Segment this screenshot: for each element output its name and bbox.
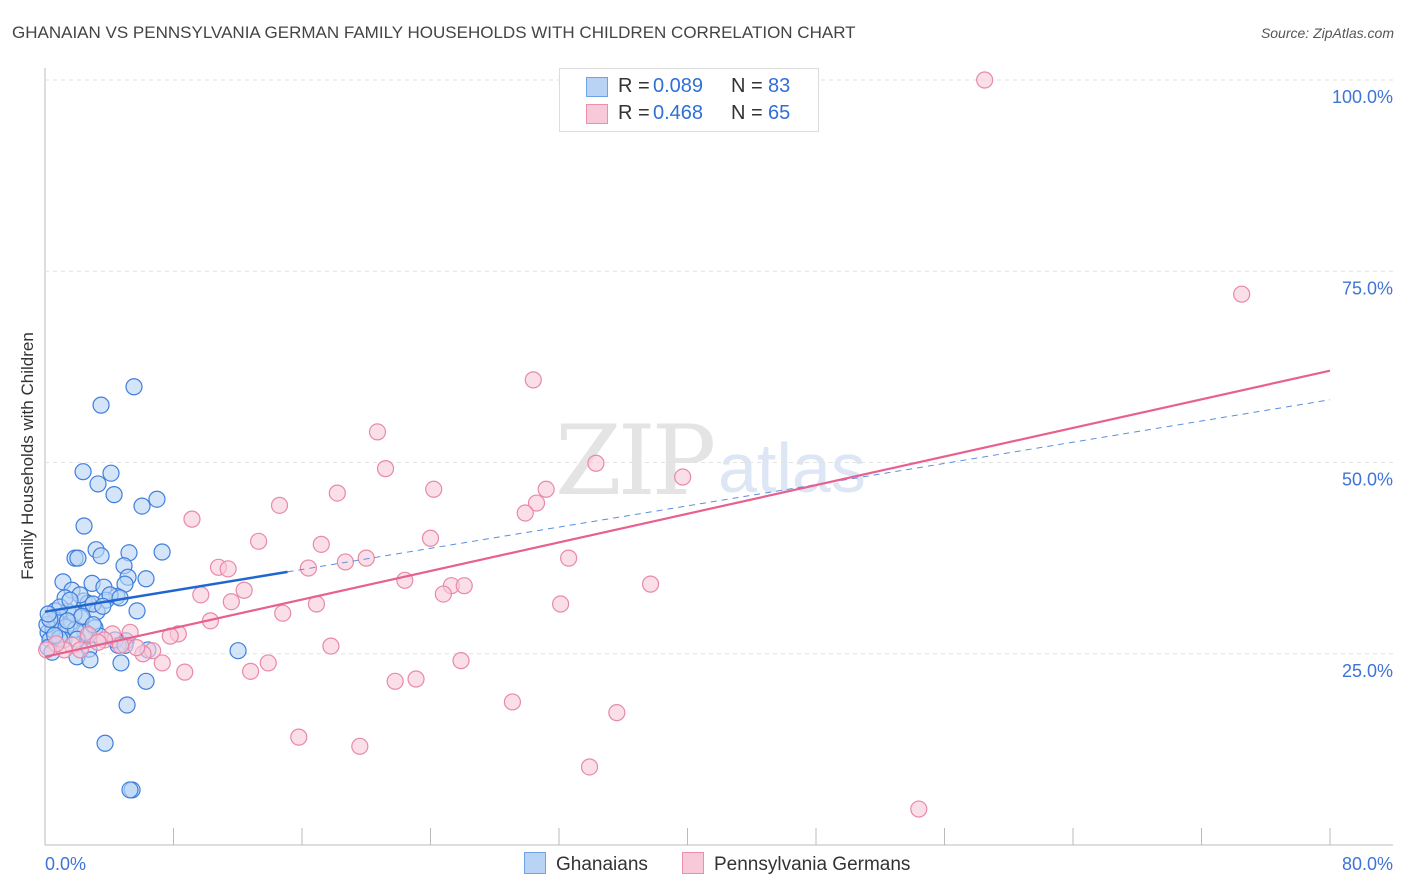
r-value: 0.468 — [653, 102, 704, 124]
x-tick-label: 80.0% — [1342, 854, 1393, 874]
pennsylvania-german-point — [516, 504, 534, 522]
pennsylvania-german-trendline — [44, 369, 1331, 658]
ghanaian-point — [112, 654, 130, 672]
pennsylvania-german-point — [452, 652, 470, 670]
pennsylvania-german-point — [322, 637, 340, 655]
ghanaian-point — [125, 378, 143, 396]
pennsylvania-german-point — [407, 670, 425, 688]
pennsylvania-german-point — [560, 549, 578, 567]
bottom-legend-ghanaians: Ghanaians — [524, 852, 648, 876]
pennsylvania-german-point — [587, 454, 605, 472]
y-tick-label: 100.0% — [1332, 87, 1393, 107]
y-tick-label: 50.0% — [1342, 470, 1393, 490]
pennsylvania-german-point — [242, 662, 260, 680]
y-tick-label: 25.0% — [1342, 661, 1393, 681]
pennsylvania-german-point — [183, 510, 201, 528]
pennsylvania-german-point — [38, 641, 56, 659]
pennsylvania-german-point — [274, 604, 292, 622]
chart-title: GHANAIAN VS PENNSYLVANIA GERMAN FAMILY H… — [12, 23, 856, 42]
ghanaian-point — [105, 486, 123, 504]
pennsylvania-german-point — [299, 559, 318, 577]
pennsylvania-german-point — [910, 800, 928, 818]
bottom-legend-pennsylvania-germans: Pennsylvania Germans — [682, 852, 910, 876]
pennsylvania-german-point — [290, 728, 308, 746]
pennsylvania-german-point — [222, 593, 240, 611]
r-value: 0.089 — [653, 75, 704, 97]
pennsylvania-german-point — [351, 737, 369, 755]
pennsylvania-german-point — [552, 595, 570, 613]
ghanaian-point — [118, 696, 136, 714]
pennsylvania-german-point — [219, 560, 237, 578]
pennsylvania-german-point — [641, 575, 660, 593]
pennsylvania-german-point — [368, 423, 387, 441]
ghanaian-point — [137, 672, 155, 690]
legend-swatch — [586, 104, 608, 124]
pennsylvania-german-point — [357, 549, 375, 567]
n-label: N = — [731, 75, 763, 97]
pennsylvania-german-point — [259, 654, 277, 672]
pennsylvania-german-point — [153, 654, 171, 672]
ghanaian-point — [229, 642, 247, 660]
pennsylvania-german-point — [674, 468, 692, 486]
pennsylvania-german-point — [270, 496, 289, 514]
pennsylvania-german-point — [328, 484, 346, 502]
ghanaian-point — [89, 475, 107, 493]
ghanaian-point — [137, 570, 155, 588]
legend-label: Ghanaians — [556, 854, 648, 875]
pennsylvania-german-point — [580, 758, 599, 776]
ghanaian-point — [75, 517, 93, 535]
legend-swatch — [586, 77, 608, 97]
pennsylvania-german-point — [434, 585, 452, 603]
pennsylvania-german-point — [537, 480, 555, 498]
ghanaian-point — [96, 734, 114, 752]
ghanaian-point — [69, 549, 87, 567]
pennsylvania-german-point — [192, 586, 210, 604]
watermark-logo-atlas: atlas — [718, 429, 866, 507]
ghanaian-point — [102, 464, 120, 482]
pennsylvania-german-point — [425, 480, 443, 498]
pennsylvania-german-point — [608, 704, 626, 722]
n-value: 65 — [768, 102, 791, 124]
legend-label: Pennsylvania Germans — [714, 854, 911, 875]
ghanaian-point — [39, 605, 57, 623]
ghanaian-point — [133, 497, 151, 515]
source-label: Source: ZipAtlas.com — [1260, 25, 1394, 41]
pennsylvania-german-point — [524, 371, 542, 389]
ghanaian-trendline — [44, 570, 288, 613]
r-label: R = — [618, 102, 650, 124]
pennsylvania-german-point — [421, 529, 440, 547]
ghanaian-point — [92, 547, 110, 565]
ghanaian-point — [74, 463, 92, 481]
x-tick-label: 0.0% — [45, 854, 86, 874]
y-tick-label: 75.0% — [1342, 278, 1393, 298]
legend-swatch — [524, 852, 546, 874]
pennsylvania-german-point — [176, 663, 194, 681]
stats-legend: R = 0.089 N = 83 R = 0.468 N = 65 — [559, 68, 819, 132]
n-label: N = — [731, 102, 763, 124]
legend-swatch — [682, 852, 704, 874]
pennsylvania-german-point — [1233, 285, 1251, 303]
r-label: R = — [618, 75, 650, 97]
ghanaian-point — [121, 781, 139, 799]
ghanaian-point — [58, 612, 77, 630]
pennsylvania-german-point — [527, 494, 546, 512]
pennsylvania-german-point — [386, 672, 404, 690]
pennsylvania-german-point — [376, 460, 395, 478]
watermark-logo: ZIP — [555, 405, 716, 517]
pennsylvania-german-point — [89, 633, 107, 651]
ghanaian-point — [92, 396, 110, 414]
ghanaian-point — [148, 490, 166, 508]
pennsylvania-german-point — [250, 532, 268, 550]
ghanaian-point — [128, 602, 146, 620]
ghanaian-point — [153, 543, 171, 561]
pennsylvania-german-point — [455, 577, 473, 595]
pennsylvania-german-point — [235, 581, 253, 599]
pennsylvania-german-point — [312, 535, 330, 553]
pennsylvania-german-point — [976, 71, 994, 89]
n-value: 83 — [768, 75, 791, 97]
pennsylvania-german-point — [127, 639, 146, 657]
pennsylvania-german-point — [503, 693, 522, 711]
